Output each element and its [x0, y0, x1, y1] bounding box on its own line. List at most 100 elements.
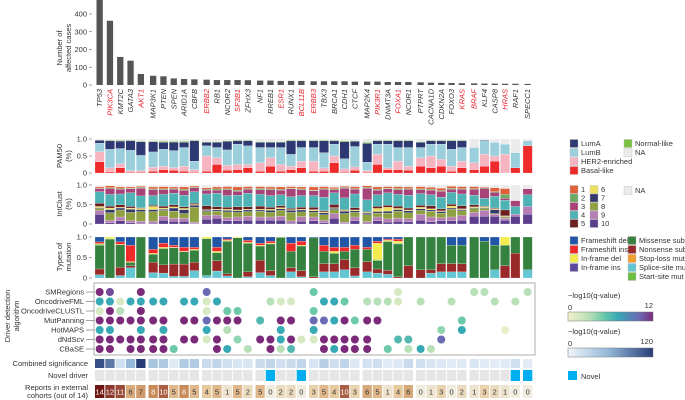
dot-dndscv — [350, 335, 359, 344]
stack-segment-7 — [201, 210, 212, 212]
stack-segment-3 — [393, 189, 403, 195]
stack-segment-2 — [125, 188, 136, 189]
stack-segment-2 — [212, 188, 222, 191]
stack-segment-her2-enriched — [308, 161, 319, 172]
stack-segment-7 — [372, 211, 383, 214]
stack-segment-basal-like — [510, 167, 521, 174]
stack-segment-2 — [243, 188, 253, 190]
bar-tbx3 — [320, 81, 328, 85]
significance-cell — [286, 359, 296, 368]
stack-segment-frameshift-del — [339, 236, 350, 248]
dot-dndscv — [276, 335, 285, 344]
stack-segment-na — [436, 138, 447, 141]
dot-dndscv — [297, 335, 306, 344]
stack-segment-8 — [469, 208, 479, 213]
stack-segment-missense-subs — [179, 251, 189, 265]
stack-segment-her2-enriched — [115, 163, 125, 169]
significance-cell — [296, 359, 306, 368]
stack-segment-lumb — [189, 161, 200, 170]
stack-segment-luma — [372, 140, 383, 145]
stack-segment-missense-subs — [426, 236, 436, 270]
y-tick-label: 0.5 — [77, 253, 87, 262]
novel-driver-cell — [296, 370, 306, 381]
stack-segment-missense-subs — [265, 243, 276, 271]
gene-label: SPEN — [169, 88, 178, 109]
stack-segment-10 — [510, 216, 521, 225]
dot-oncodrivefml — [319, 297, 328, 306]
gene-label: SPECC1 — [523, 89, 532, 119]
stack-segment-1 — [446, 186, 457, 189]
gene-label: HRAS — [501, 89, 510, 110]
reports-count: 2 — [493, 388, 497, 397]
stack-segment-basal-like — [148, 171, 158, 174]
stack-segment-3 — [94, 188, 105, 192]
stack-segment-na — [276, 184, 286, 188]
dot-smregions — [105, 288, 114, 296]
stack-segment-6 — [94, 206, 105, 208]
stack-segment-basal-like — [446, 171, 457, 174]
y-tick-label: 0.5 — [77, 200, 87, 209]
stack-segment-missense-subs — [201, 238, 212, 276]
dot-mutpanning — [105, 316, 114, 325]
stack-segment-her2-enriched — [426, 155, 436, 168]
stack-segment-na — [105, 184, 115, 186]
stack-segment-frameshift-del — [383, 236, 393, 240]
stack-segment-4 — [426, 194, 436, 206]
stack-segment-5 — [243, 206, 253, 210]
stack-segment-frameshift-ins — [125, 245, 136, 262]
stack-segment-normal-like — [201, 141, 212, 143]
stack-segment-3 — [339, 188, 350, 198]
dot-mutpanning — [350, 316, 359, 325]
stack-segment-1 — [125, 186, 136, 189]
stack-segment-nonsense-subs — [179, 263, 189, 277]
stack-segment-basal-like — [94, 161, 105, 174]
stack-segment-7 — [265, 210, 276, 213]
stack-segment-8 — [490, 213, 500, 215]
dot-cbase — [350, 345, 359, 353]
y-tick-label: 100 — [74, 63, 87, 72]
reports-count: 2 — [279, 388, 283, 397]
dot-hotmaps — [457, 326, 466, 334]
significance-cell — [158, 359, 169, 368]
stack-segment-9 — [469, 212, 479, 217]
stack-segment-splice-site-mut — [148, 272, 158, 279]
stack-segment-na — [403, 184, 414, 188]
stack-segment-splice-site-mut — [362, 271, 372, 279]
stack-segment-3 — [436, 191, 447, 198]
stack-segment-2 — [105, 187, 115, 189]
stack-segment-basal-like — [158, 169, 169, 174]
dot-dndscv — [330, 335, 339, 344]
stack-segment-normal-like — [243, 139, 253, 141]
legend-pam50-swatch — [569, 157, 579, 166]
stack-segment-in-frame-del — [393, 241, 403, 244]
stack-segment-basal-like — [403, 170, 414, 174]
stack-segment-her2-enriched — [212, 157, 222, 165]
stack-segment-5 — [415, 205, 426, 208]
stack-segment-normal-like — [362, 142, 372, 144]
stack-segment-na — [222, 184, 233, 187]
dot-oncodrivefml — [126, 297, 135, 306]
stack-segment-4 — [189, 191, 200, 204]
dot-colorbar-max-label: 12 — [645, 301, 653, 310]
stack-segment-5 — [125, 206, 136, 209]
stack-segment-luma — [148, 141, 158, 153]
stack-segment-9 — [308, 216, 319, 221]
stack-segment-na — [426, 138, 436, 141]
stack-segment-nonsense-subs — [372, 268, 383, 274]
novel-driver-cell — [189, 370, 199, 381]
stack-segment-7 — [232, 210, 243, 213]
stack-segment-na — [510, 184, 521, 201]
stack-segment-normal-like — [308, 139, 319, 141]
reports-cell — [95, 385, 105, 398]
dot-dndscv — [105, 335, 114, 344]
significance-cell — [115, 359, 125, 368]
stack-segment-9 — [105, 220, 115, 223]
stack-segment-9 — [446, 216, 457, 221]
stack-segment-lumb — [169, 150, 179, 168]
bar-cbfb — [191, 79, 198, 85]
stack-segment-her2-enriched — [255, 162, 265, 172]
significance-colorbar-min-label: 0 — [568, 339, 572, 348]
stack-segment-lumb — [243, 145, 253, 165]
legend-intclust-swatch — [589, 202, 599, 211]
stack-segment-luma — [232, 140, 243, 145]
